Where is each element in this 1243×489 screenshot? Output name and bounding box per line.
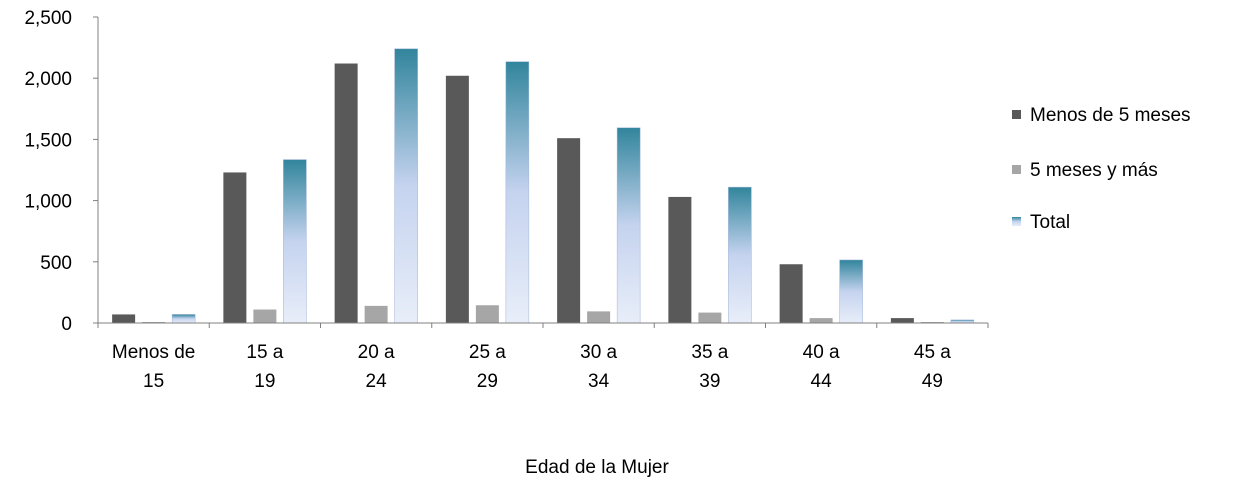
x-tick-label-line: 40 a [803,342,840,363]
x-tick-label-line: 39 [699,371,720,392]
bar-menos-de-5-meses [112,314,136,323]
y-tick-label: 1,000 [24,192,72,213]
legend: Menos de 5 meses 5 meses y más Total [1012,105,1191,233]
x-tick-label-line: 34 [588,371,610,392]
bar-menos-de-5-meses [223,172,247,323]
bar-menos-de-5-meses [445,75,469,323]
x-tick-label: 35 a 39 [691,342,728,392]
legend-label: 5 meses y más [1030,160,1158,181]
x-tick-label-line: 49 [922,371,943,392]
bar-total [728,186,752,324]
x-tick-label-line: 15 [143,371,164,392]
bar-total [505,61,530,324]
x-tick-label-line: 25 a [469,342,506,363]
x-tick-label-line: 45 a [914,342,951,363]
x-tick-label: 25 a 29 [469,342,506,392]
bar-5-meses-y-mas [364,305,388,323]
y-axis: 0 500 1,000 1,500 2,000 2,500 [24,8,99,335]
x-tick-label: 30 a 34 [580,342,617,392]
legend-swatch [1012,165,1021,174]
x-axis: Menos de 15 15 a 19 20 a 24 25 a 29 30 a 34 35 a 39… [97,322,989,392]
x-tick-label: 40 a 44 [803,342,840,392]
bar-menos-de-5-meses [557,138,581,323]
x-tick-label: 45 a 49 [914,342,951,392]
x-tick-label-line: 35 a [691,342,728,363]
y-tick-label: 500 [40,253,72,274]
x-tick-label-line: 24 [366,371,388,392]
x-tick-label-line: 19 [254,371,275,392]
x-tick-label-line: 15 a [246,342,283,363]
bar-5-meses-y-mas [698,312,722,323]
y-tick-label: 0 [61,314,72,335]
bars [112,48,975,324]
legend-swatch [1012,217,1021,226]
bar-menos-de-5-meses [779,264,803,323]
y-tick-label: 2,000 [24,69,72,90]
bar-total [616,127,641,324]
legend-label: Total [1030,212,1070,233]
bar-total [394,48,418,324]
bar-menos-de-5-meses [668,196,692,323]
x-tick-label-line: 44 [811,371,833,392]
bar-total [839,259,863,324]
x-tick-label: 20 a 24 [358,342,395,392]
bar-5-meses-y-mas [587,311,611,323]
x-tick-label: Menos de 15 [112,342,195,392]
x-tick-label-line: Menos de [112,342,195,363]
bar-total [171,314,196,324]
bar-menos-de-5-meses [890,318,914,323]
x-tick-label-line: 30 a [580,342,617,363]
bar-menos-de-5-meses [334,63,358,324]
x-tick-label: 15 a 19 [246,342,283,392]
legend-swatch [1012,110,1021,119]
x-axis-title: Edad de la Mujer [525,457,669,478]
y-tick-label: 2,500 [24,8,72,29]
y-tick-label: 1,500 [24,130,72,151]
bar-total [283,159,307,324]
x-tick-label-line: 20 a [358,342,395,363]
legend-label: Menos de 5 meses [1030,105,1191,126]
bar-5-meses-y-mas [253,309,277,323]
bar-5-meses-y-mas [475,305,499,323]
x-tick-label-line: 29 [477,371,498,392]
bar-5-meses-y-mas [809,318,833,323]
